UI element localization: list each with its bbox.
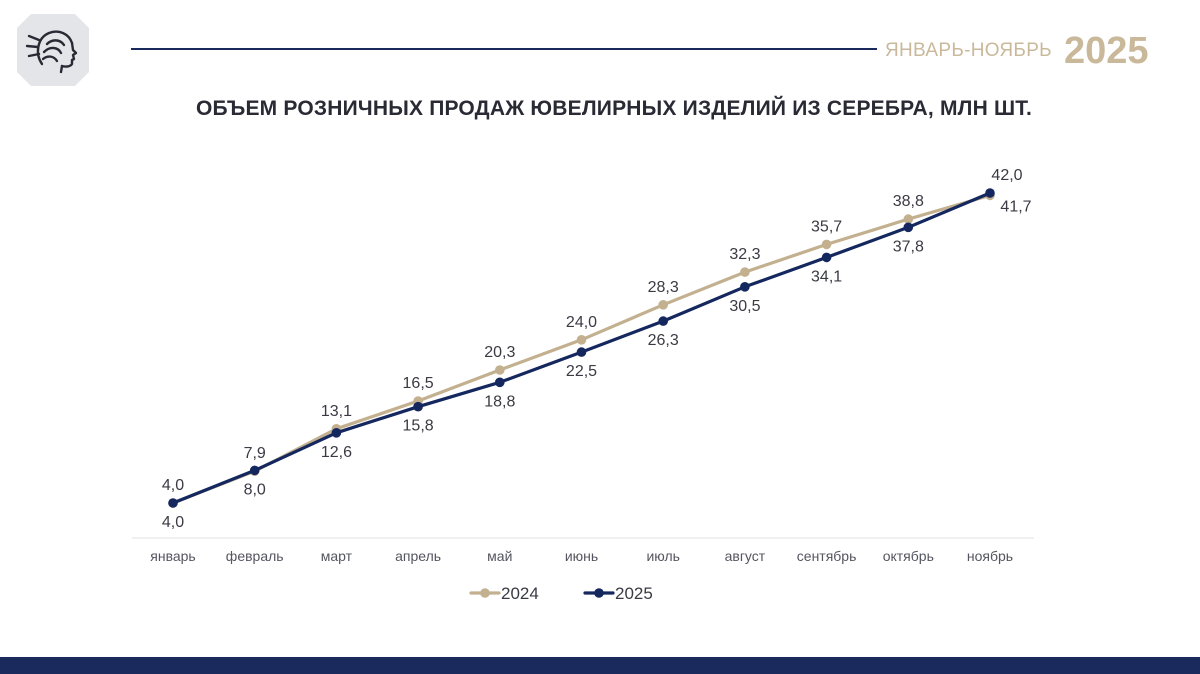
data-point-2025-1 xyxy=(168,498,178,508)
data-label-2025-6: 22,5 xyxy=(566,363,597,380)
data-label-2024-2: 7,9 xyxy=(244,445,266,462)
year-label: 2025 xyxy=(1064,30,1149,72)
data-label-2024-10: 38,8 xyxy=(893,193,924,210)
data-label-2025-11: 42,0 xyxy=(991,167,1022,184)
data-label-2025-1: 4,0 xyxy=(162,514,184,531)
data-label-2024-5: 20,3 xyxy=(484,344,515,361)
data-label-2024-8: 32,3 xyxy=(729,246,760,263)
data-label-2024-11: 41,7 xyxy=(1000,198,1031,215)
data-point-2024-10 xyxy=(903,214,914,224)
data-label-2024-4: 16,5 xyxy=(403,375,434,392)
chart-title: ОБЪЕМ РОЗНИЧНЫХ ПРОДАЖ ЮВЕЛИРНЫХ ИЗДЕЛИЙ… xyxy=(195,97,1033,120)
series-2025 xyxy=(168,188,995,508)
x-tick-label-1: январь xyxy=(150,548,195,564)
data-label-2025-2: 8,0 xyxy=(244,481,266,498)
x-tick-label-6: июнь xyxy=(565,548,598,564)
legend-item-2025: 2025 xyxy=(583,584,653,603)
data-point-2025-11 xyxy=(985,188,995,198)
data-point-2025-10 xyxy=(903,222,914,233)
data-label-2024-3: 13,1 xyxy=(321,403,352,420)
data-label-2024-6: 24,0 xyxy=(566,314,597,331)
data-label-2025-3: 12,6 xyxy=(321,444,352,461)
legend-label-2024: 2024 xyxy=(501,584,539,603)
data-point-2025-3 xyxy=(331,428,342,438)
period-label: ЯНВАРЬ-НОЯБРЬ xyxy=(885,40,1052,61)
data-point-2024-9 xyxy=(821,239,832,250)
data-point-2024-5 xyxy=(495,365,505,375)
data-point-2025-8 xyxy=(740,282,750,292)
data-point-2025-2 xyxy=(249,465,260,476)
legend-label-2025: 2025 xyxy=(615,584,653,603)
data-point-2025-6 xyxy=(576,347,587,357)
data-point-2025-4 xyxy=(413,401,423,412)
data-point-2025-5 xyxy=(495,377,505,388)
data-point-2024-7 xyxy=(658,300,668,310)
data-label-2025-7: 26,3 xyxy=(648,332,679,349)
data-label-2024-1: 4,0 xyxy=(162,477,184,494)
data-label-2025-8: 30,5 xyxy=(729,298,760,315)
data-label-2024-9: 35,7 xyxy=(811,218,842,235)
x-tick-label-11: ноябрь xyxy=(967,548,1013,564)
logo xyxy=(17,14,89,86)
x-tick-label-9: сентябрь xyxy=(797,548,857,564)
goddess-profile-icon xyxy=(25,30,78,74)
data-label-2025-9: 34,1 xyxy=(811,268,842,285)
x-tick-label-2: февраль xyxy=(226,548,284,564)
x-tick-label-4: апрель xyxy=(395,548,441,564)
data-point-2024-6 xyxy=(576,335,587,345)
footer-bar xyxy=(0,657,1200,674)
data-label-2024-7: 28,3 xyxy=(648,279,679,296)
x-tick-label-10: октябрь xyxy=(883,548,934,564)
legend-item-2024: 2024 xyxy=(469,584,539,603)
x-tick-label-8: август xyxy=(725,548,766,564)
data-label-2025-5: 18,8 xyxy=(484,393,515,410)
data-point-2025-7 xyxy=(658,316,668,326)
x-tick-label-5: май xyxy=(487,548,512,564)
data-point-2025-9 xyxy=(821,252,832,263)
data-label-2025-4: 15,8 xyxy=(403,418,434,435)
legend-swatch-marker-2025 xyxy=(594,588,604,598)
data-label-2025-10: 37,8 xyxy=(893,238,924,255)
data-point-2024-8 xyxy=(740,267,750,277)
x-tick-label-7: июль xyxy=(646,548,679,564)
legend-swatch-marker-2024 xyxy=(480,588,490,598)
header-divider xyxy=(131,48,877,50)
x-tick-label-3: март xyxy=(321,548,353,564)
